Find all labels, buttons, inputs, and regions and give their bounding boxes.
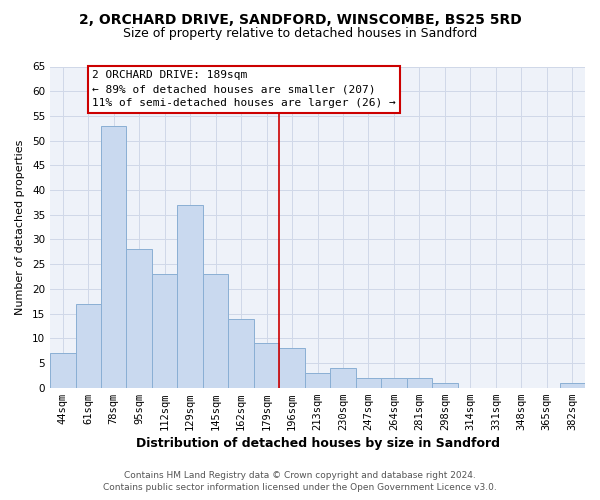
Bar — [229, 318, 254, 388]
Bar — [432, 383, 458, 388]
Bar — [50, 353, 76, 388]
Bar — [254, 343, 280, 388]
Text: Contains HM Land Registry data © Crown copyright and database right 2024.
Contai: Contains HM Land Registry data © Crown c… — [103, 471, 497, 492]
Bar — [305, 373, 330, 388]
X-axis label: Distribution of detached houses by size in Sandford: Distribution of detached houses by size … — [136, 437, 500, 450]
Bar — [127, 250, 152, 388]
Bar — [178, 205, 203, 388]
Bar — [330, 368, 356, 388]
Text: 2 ORCHARD DRIVE: 189sqm
← 89% of detached houses are smaller (207)
11% of semi-d: 2 ORCHARD DRIVE: 189sqm ← 89% of detache… — [92, 70, 396, 108]
Text: Size of property relative to detached houses in Sandford: Size of property relative to detached ho… — [123, 28, 477, 40]
Bar — [560, 383, 585, 388]
Text: 2, ORCHARD DRIVE, SANDFORD, WINSCOMBE, BS25 5RD: 2, ORCHARD DRIVE, SANDFORD, WINSCOMBE, B… — [79, 12, 521, 26]
Bar — [76, 304, 101, 388]
Bar — [280, 348, 305, 388]
Bar — [203, 274, 229, 388]
Bar — [356, 378, 381, 388]
Bar — [381, 378, 407, 388]
Bar — [101, 126, 127, 388]
Bar — [152, 274, 178, 388]
Bar — [407, 378, 432, 388]
Y-axis label: Number of detached properties: Number of detached properties — [15, 140, 25, 315]
